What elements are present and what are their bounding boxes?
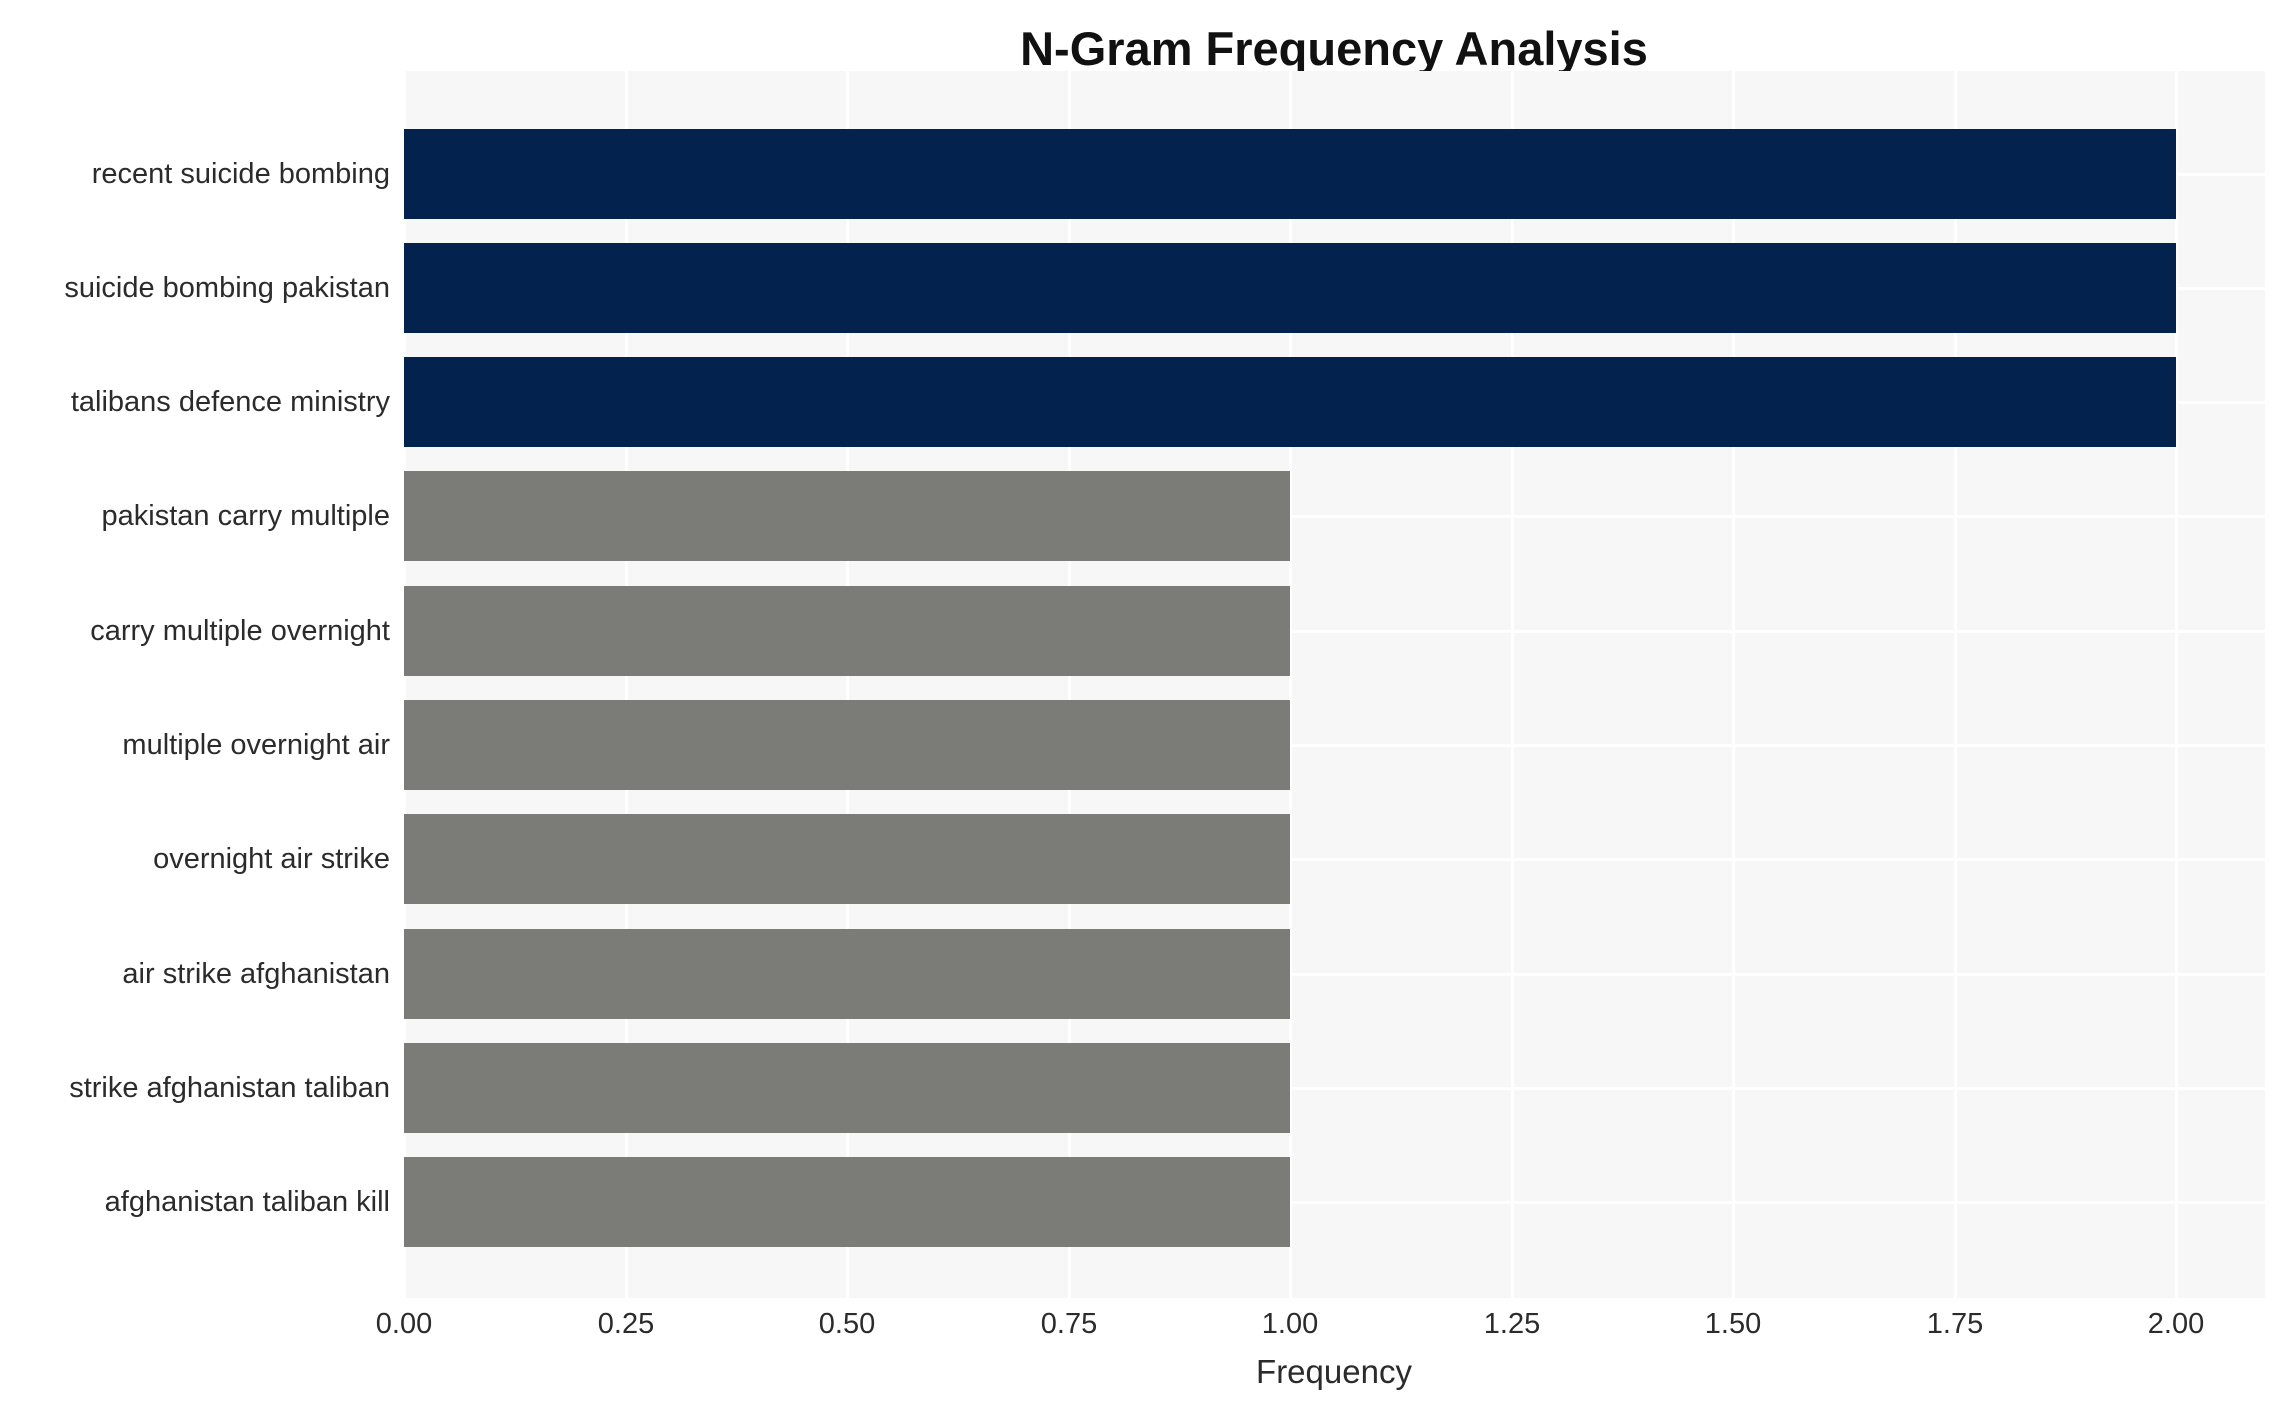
x-tick-label: 1.25 — [1483, 1308, 1541, 1340]
x-tick-label: 1.75 — [1926, 1308, 1984, 1340]
gridline-vertical — [846, 71, 849, 1298]
gridline-horizontal — [404, 630, 2265, 633]
bar-air-strike-afghanistan — [404, 929, 1290, 1019]
x-axis-title: Frequency — [1256, 1353, 1412, 1390]
y-axis-label: pakistan carry multiple — [101, 500, 391, 532]
gridline-vertical — [1954, 71, 1957, 1298]
y-axis-label: carry multiple overnight — [90, 615, 390, 647]
plot-area — [403, 71, 2265, 1298]
y-axis-label: afghanistan taliban kill — [104, 1186, 390, 1218]
gridline-vertical — [1289, 71, 1292, 1298]
y-axis-label: suicide bombing pakistan — [64, 272, 390, 304]
bar-recent-suicide-bombing — [404, 129, 2176, 219]
gridline-vertical — [1511, 71, 1514, 1298]
gridline-horizontal — [404, 1201, 2265, 1204]
x-tick-label: 0.00 — [375, 1308, 433, 1340]
x-tick-label: 0.50 — [818, 1308, 876, 1340]
bar-carry-multiple-overnight — [404, 586, 1290, 676]
x-tick-label: 0.75 — [1040, 1308, 1098, 1340]
y-axis-label: multiple overnight air — [122, 729, 390, 761]
x-tick-label: 2.00 — [2147, 1308, 2205, 1340]
x-tick-label: 1.50 — [1704, 1308, 1762, 1340]
bar-suicide-bombing-pakistan — [404, 243, 2176, 333]
gridline-horizontal — [404, 515, 2265, 518]
y-axis-label: talibans defence ministry — [70, 386, 390, 418]
bar-multiple-overnight-air — [404, 700, 1290, 790]
gridline-horizontal — [404, 858, 2265, 861]
y-axis-label: air strike afghanistan — [122, 958, 390, 990]
chart-title: N-Gram Frequency Analysis — [1020, 22, 1648, 75]
x-tick-label: 1.00 — [1261, 1308, 1319, 1340]
y-axis-label: strike afghanistan taliban — [69, 1072, 390, 1104]
x-tick-label: 0.25 — [597, 1308, 655, 1340]
y-axis-label: overnight air strike — [153, 843, 390, 875]
gridline-horizontal — [404, 973, 2265, 976]
bar-strike-afghanistan-taliban — [404, 1043, 1290, 1133]
bar-pakistan-carry-multiple — [404, 471, 1290, 561]
gridline-horizontal — [404, 744, 2265, 747]
gridline-vertical — [2175, 71, 2178, 1298]
bar-talibans-defence-ministry — [404, 357, 2176, 447]
gridline-vertical — [403, 71, 406, 1298]
bar-overnight-air-strike — [404, 814, 1290, 904]
gridline-vertical — [1068, 71, 1071, 1298]
y-axis-label: recent suicide bombing — [91, 158, 390, 190]
gridline-vertical — [625, 71, 628, 1298]
bar-afghanistan-taliban-kill — [404, 1157, 1290, 1247]
gridline-horizontal — [404, 1087, 2265, 1090]
gridline-vertical — [1732, 71, 1735, 1298]
